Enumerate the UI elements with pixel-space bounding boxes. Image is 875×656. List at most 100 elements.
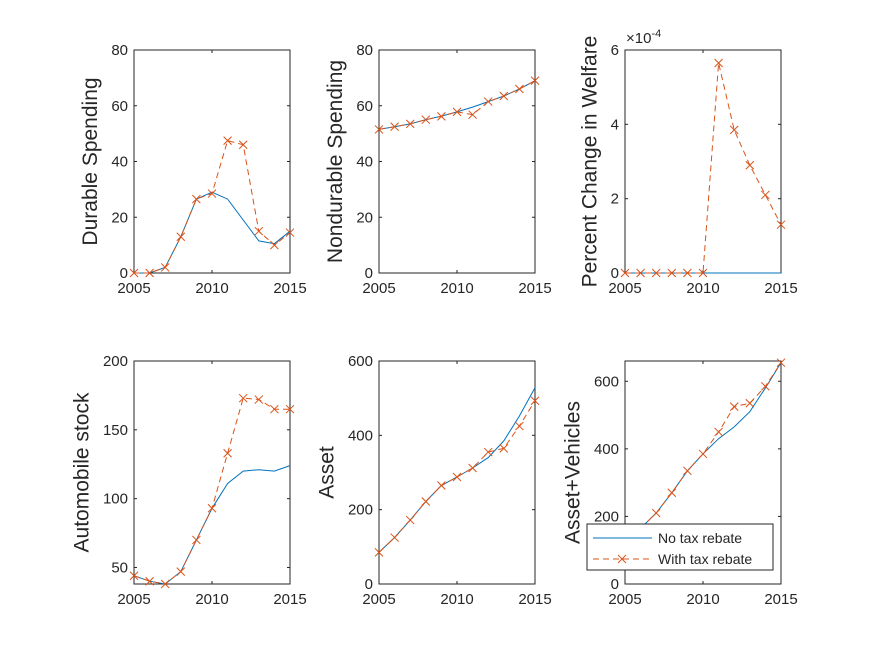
y-tick-label: 40	[111, 154, 128, 171]
data-point-marker	[390, 533, 399, 542]
data-point-marker	[390, 122, 399, 132]
data-point-marker	[745, 398, 755, 408]
axes-box	[624, 49, 782, 274]
data-point-marker	[620, 268, 630, 278]
x-tick-label: 2010	[195, 591, 228, 608]
subplot-5: 2005 2010 2015 0 200 400 600 Asset	[316, 353, 552, 608]
data-point-marker	[530, 396, 540, 406]
y-tick-label: 4	[611, 116, 619, 133]
x-tick-label: 2015	[764, 591, 797, 608]
y-tick-label: 80	[111, 42, 128, 59]
y-axis-label: Asset	[316, 446, 339, 499]
data-point-marker	[714, 58, 723, 68]
data-point-marker	[651, 508, 661, 518]
data-point-marker	[515, 421, 524, 431]
y-tick-label: 400	[594, 441, 619, 458]
data-point-marker	[683, 268, 692, 278]
data-point-marker	[223, 448, 232, 458]
x-tick-label: 2010	[440, 280, 473, 297]
axes-box	[133, 360, 291, 585]
y-axis-multiplier: ×10-4	[626, 28, 661, 47]
x-tick-label: 2010	[686, 591, 719, 608]
data-point-marker	[285, 404, 295, 414]
data-point-marker	[405, 119, 415, 129]
x-tick-label: 2005	[362, 591, 395, 608]
y-tick-label: 0	[611, 576, 619, 593]
data-point-marker	[468, 110, 477, 120]
data-point-marker	[270, 404, 279, 414]
data-point-marker	[207, 189, 217, 198]
data-point-marker	[223, 136, 232, 145]
data-point-marker	[530, 76, 540, 86]
x-tick-label: 2005	[117, 591, 150, 608]
x-tick-label: 2010	[195, 280, 228, 297]
y-tick-label: 60	[111, 98, 128, 115]
data-point-marker	[651, 268, 661, 278]
data-point-marker	[374, 125, 384, 134]
data-point-marker	[452, 107, 462, 117]
data-point-marker	[437, 111, 446, 121]
y-tick-label: 80	[356, 42, 373, 59]
axes-box	[378, 49, 536, 274]
axes-box	[378, 360, 536, 585]
data-point-marker	[729, 402, 739, 411]
subplot-6: 2005 2010 2015 0 200 400 600 Asset+Vehicles	[562, 358, 798, 608]
y-tick-label: 6	[611, 42, 619, 59]
data-point-marker	[176, 567, 186, 576]
data-point-marker	[499, 443, 509, 453]
data-point-marker	[745, 160, 755, 170]
y-tick-label: 200	[348, 502, 373, 519]
x-tick-label: 2010	[440, 591, 473, 608]
x-tick-label: 2010	[686, 280, 719, 297]
data-point-marker	[192, 194, 201, 204]
data-point-marker	[667, 488, 677, 498]
data-point-marker	[238, 393, 248, 403]
y-tick-label: 60	[356, 98, 373, 115]
data-point-marker	[405, 515, 415, 525]
x-tick-label: 2015	[518, 591, 551, 608]
subplot-4: 2005 2010 2015 50 100 150 200 Automobile stock	[71, 353, 307, 608]
data-point-marker	[729, 125, 739, 135]
legend-label-no-rebate: No tax rebate	[658, 530, 742, 546]
y-tick-label: 0	[365, 265, 373, 282]
data-point-marker	[238, 140, 248, 150]
data-point-marker	[145, 268, 154, 278]
x-tick-label: 2005	[362, 280, 395, 297]
y-tick-label: 2	[611, 191, 619, 208]
data-point-marker	[761, 381, 770, 391]
y-tick-label: 600	[594, 373, 619, 390]
data-point-marker	[483, 447, 493, 457]
x-tick-label: 2005	[117, 280, 150, 297]
y-tick-label: 200	[103, 353, 128, 370]
legend: No tax rebate With tax rebate	[586, 523, 774, 571]
data-point-marker	[160, 579, 170, 589]
x-tick-label: 2015	[273, 280, 306, 297]
y-tick-label: 150	[103, 422, 128, 439]
data-point-marker	[468, 463, 477, 473]
data-point-marker	[160, 263, 170, 272]
y-tick-label: 50	[111, 559, 128, 576]
data-point-marker	[207, 503, 217, 513]
data-point-marker	[636, 268, 645, 278]
data-point-marker	[499, 91, 509, 101]
y-tick-label: 20	[356, 209, 373, 226]
axes-box	[133, 49, 291, 274]
y-axis-label: Automobile stock	[71, 392, 94, 552]
y-axis-label: Percent Change in Welfare	[579, 36, 602, 288]
x-tick-label: 2005	[608, 591, 641, 608]
data-point-marker	[683, 466, 692, 476]
data-point-marker	[437, 481, 446, 490]
data-point-marker	[698, 268, 708, 278]
data-point-marker	[698, 449, 708, 459]
subplot-2: 2005 2010 2015 0 20 40 60 80 Nondurable Spending	[324, 42, 552, 297]
x-tick-label: 2015	[273, 591, 306, 608]
x-tick-label: 2005	[608, 280, 641, 297]
data-point-marker	[714, 427, 723, 437]
y-tick-label: 600	[348, 353, 373, 370]
data-point-marker	[776, 220, 786, 230]
y-axis-label: Nondurable Spending	[324, 60, 347, 263]
data-point-marker	[776, 358, 786, 368]
series-line-with-rebate	[378, 400, 536, 553]
